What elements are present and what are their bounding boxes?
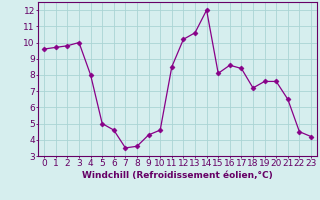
X-axis label: Windchill (Refroidissement éolien,°C): Windchill (Refroidissement éolien,°C) bbox=[82, 171, 273, 180]
